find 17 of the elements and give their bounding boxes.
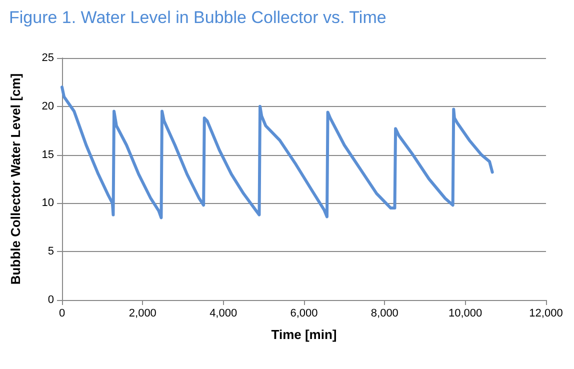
y-tick-label: 15	[42, 148, 54, 161]
x-tick-label: 6,000	[290, 308, 318, 320]
x-tick-label: 12,000	[529, 308, 563, 320]
line-series	[60, 86, 494, 220]
x-axis-title: Time [min]	[271, 327, 337, 342]
x-tick-label: 10,000	[448, 308, 482, 320]
y-tick-label: 10	[42, 197, 54, 210]
chart-title: Figure 1. Water Level in Bubble Collector vs. Time	[9, 8, 386, 27]
x-tick-label: 8,000	[370, 308, 398, 320]
y-tick-label: 5	[48, 246, 54, 258]
x-tick-label: 2,000	[128, 308, 156, 320]
x-tick-label: 0	[58, 308, 66, 320]
x-tick-label: 4,000	[210, 308, 238, 320]
y-tick-label: 20	[42, 100, 54, 112]
y-tick-label: 25	[42, 52, 54, 64]
y-tick-label: 0	[48, 294, 54, 306]
y-axis-title: Bubble Collector Water Level [cm]	[8, 73, 23, 285]
